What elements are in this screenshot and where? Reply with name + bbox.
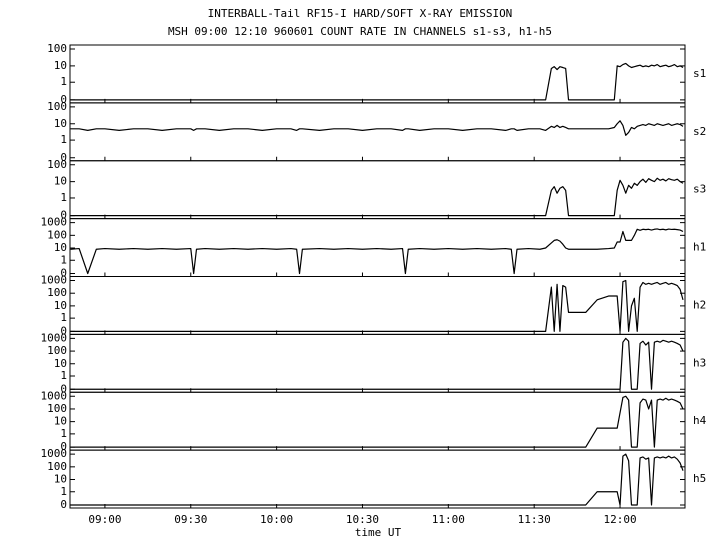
y-tick-label: 0 <box>60 209 67 222</box>
y-tick-label: 1 <box>60 191 67 204</box>
series-label: h1 <box>693 241 706 254</box>
y-tick-label: 0 <box>60 151 67 164</box>
x-axis-label: time UT <box>355 526 402 539</box>
series-label: s2 <box>693 125 706 138</box>
y-tick-label: 1 <box>60 75 67 88</box>
y-tick-label: 100 <box>47 42 67 55</box>
y-tick-label: 1000 <box>41 389 68 402</box>
chart-subtitle: MSH 09:00 12:10 960601 COUNT RATE IN CHA… <box>168 25 552 38</box>
y-tick-label: 0 <box>60 93 67 106</box>
y-tick-label: 1000 <box>41 331 68 344</box>
y-tick-label: 100 <box>47 228 67 241</box>
series-label: h4 <box>693 414 707 427</box>
series-label: h5 <box>693 472 706 485</box>
y-tick-label: 1 <box>60 369 67 382</box>
chart-title: INTERBALL-Tail RF15-I HARD/SOFT X-RAY EM… <box>208 7 513 20</box>
y-tick-label: 0 <box>60 498 67 511</box>
x-tick-label: 11:30 <box>518 513 551 526</box>
y-tick-label: 100 <box>47 158 67 171</box>
y-tick-label: 10 <box>54 357 67 370</box>
y-tick-label: 10 <box>54 59 67 72</box>
series-line <box>70 337 684 390</box>
x-tick-label: 09:30 <box>174 513 207 526</box>
y-tick-label: 1000 <box>41 274 68 287</box>
series-line <box>70 62 684 101</box>
x-tick-label: 10:00 <box>260 513 293 526</box>
x-tick-label: 09:00 <box>88 513 121 526</box>
series-label: h2 <box>693 298 706 311</box>
series-line <box>70 177 684 217</box>
y-tick-label: 0 <box>60 440 67 453</box>
x-tick-label: 12:00 <box>603 513 636 526</box>
y-tick-label: 1 <box>60 485 67 498</box>
y-tick-label: 100 <box>47 344 67 357</box>
y-tick-label: 0 <box>60 324 67 337</box>
y-tick-label: 10 <box>54 473 67 486</box>
x-tick-label: 11:00 <box>432 513 465 526</box>
y-tick-label: 0 <box>60 382 67 395</box>
y-tick-label: 10 <box>54 241 67 254</box>
series-line <box>70 120 684 136</box>
x-tick-label: 10:30 <box>346 513 379 526</box>
series-line <box>70 228 684 275</box>
y-tick-label: 1 <box>60 427 67 440</box>
y-tick-label: 1 <box>60 253 67 266</box>
y-tick-label: 1000 <box>41 216 68 229</box>
y-tick-label: 100 <box>47 402 67 415</box>
series-label: s1 <box>693 67 706 80</box>
series-line <box>70 453 684 506</box>
y-tick-label: 100 <box>47 100 67 113</box>
y-tick-label: 10 <box>54 415 67 428</box>
y-tick-label: 10 <box>54 117 67 130</box>
series-line <box>70 395 684 448</box>
y-tick-label: 0 <box>60 267 67 280</box>
series-label: h3 <box>693 356 706 369</box>
y-tick-label: 10 <box>54 175 67 188</box>
y-tick-label: 100 <box>47 460 67 473</box>
y-tick-label: 10 <box>54 299 67 312</box>
y-tick-label: 1000 <box>41 447 68 460</box>
y-tick-label: 1 <box>60 133 67 146</box>
series-line <box>70 279 684 332</box>
y-tick-label: 100 <box>47 286 67 299</box>
y-tick-label: 1 <box>60 311 67 324</box>
series-label: s3 <box>693 183 706 196</box>
